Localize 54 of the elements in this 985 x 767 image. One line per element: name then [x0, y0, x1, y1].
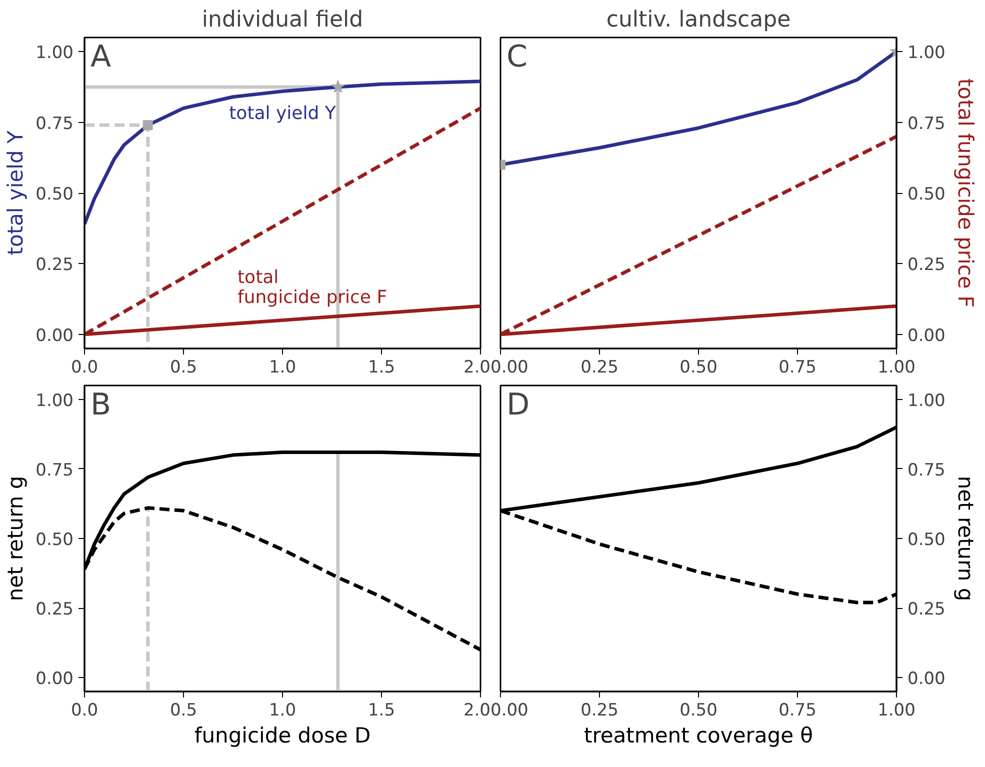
x-tick-label: 0.5: [170, 700, 198, 720]
x-tick-label: 0.00: [490, 358, 528, 378]
x-tick-label: 0.0: [70, 358, 98, 378]
y2-axis-title: total fungicide price F: [953, 78, 978, 308]
x-tick-label: 0.0: [70, 700, 98, 720]
y2-tick-label: 0.75: [908, 114, 946, 134]
y2-tick-label: 0.50: [908, 530, 946, 550]
chart-title: cultiv. landscape: [606, 8, 791, 32]
series-label: total yield Y: [229, 103, 337, 124]
y-tick-label: 1.00: [36, 43, 74, 64]
y-tick-label: 1.00: [36, 390, 74, 411]
y-tick-label: 0.00: [36, 669, 74, 690]
y2-tick-label: 0.25: [908, 600, 946, 620]
y2-tick-label: 0.00: [908, 326, 946, 346]
x-tick-label: 2.0: [463, 358, 491, 378]
x-tick-label: 0.75: [778, 700, 816, 720]
y2-axis-title: net return g: [953, 476, 978, 602]
y-tick-label: 0.75: [36, 460, 74, 480]
x-axis-title: fungicide dose D: [194, 724, 371, 748]
annotation: A: [90, 40, 112, 74]
x-tick-label: 0.5: [170, 358, 198, 378]
chart-title: individual field: [202, 8, 364, 32]
x-tick-label: 1.0: [268, 700, 296, 720]
x-tick-label: 0.25: [580, 700, 618, 720]
annotation: D: [506, 388, 530, 422]
x-axis-title: treatment coverage θ: [584, 724, 814, 748]
x-tick-label: 0.00: [490, 700, 528, 720]
y2-tick-label: 1.00: [908, 43, 946, 64]
y2-tick-label: 0.25: [908, 255, 946, 276]
x-tick-label: 0.75: [778, 358, 816, 378]
annotation: C: [506, 40, 528, 74]
y2-tick-label: 0.75: [908, 460, 946, 480]
y-tick-label: 0.25: [36, 600, 74, 620]
x-tick-label: 0.50: [680, 358, 718, 378]
x-tick-label: 2.0: [463, 700, 491, 720]
x-tick-label: 1.00: [878, 700, 916, 720]
x-tick-label: 1.5: [368, 358, 396, 378]
y-tick-label: 0.00: [36, 326, 74, 346]
x-tick-label: 1.0: [268, 358, 296, 378]
annotation: B: [90, 388, 112, 422]
x-tick-label: 1.00: [878, 358, 916, 378]
y2-tick-label: 0.00: [908, 669, 946, 690]
y-axis-title: total yield Y: [4, 130, 28, 256]
x-tick-label: 1.5: [368, 700, 396, 720]
y-tick-label: 0.50: [36, 184, 74, 204]
series-label: total fungicide price F: [238, 267, 388, 308]
y-tick-label: 0.75: [36, 114, 74, 134]
y-tick-label: 0.25: [36, 255, 74, 276]
y2-tick-label: 0.50: [908, 184, 946, 204]
x-tick-label: 0.50: [680, 700, 718, 720]
x-tick-label: 0.25: [580, 358, 618, 378]
y-tick-label: 0.50: [36, 530, 74, 550]
y2-tick-label: 1.00: [908, 390, 946, 411]
y-axis-title: net return g: [4, 476, 28, 602]
